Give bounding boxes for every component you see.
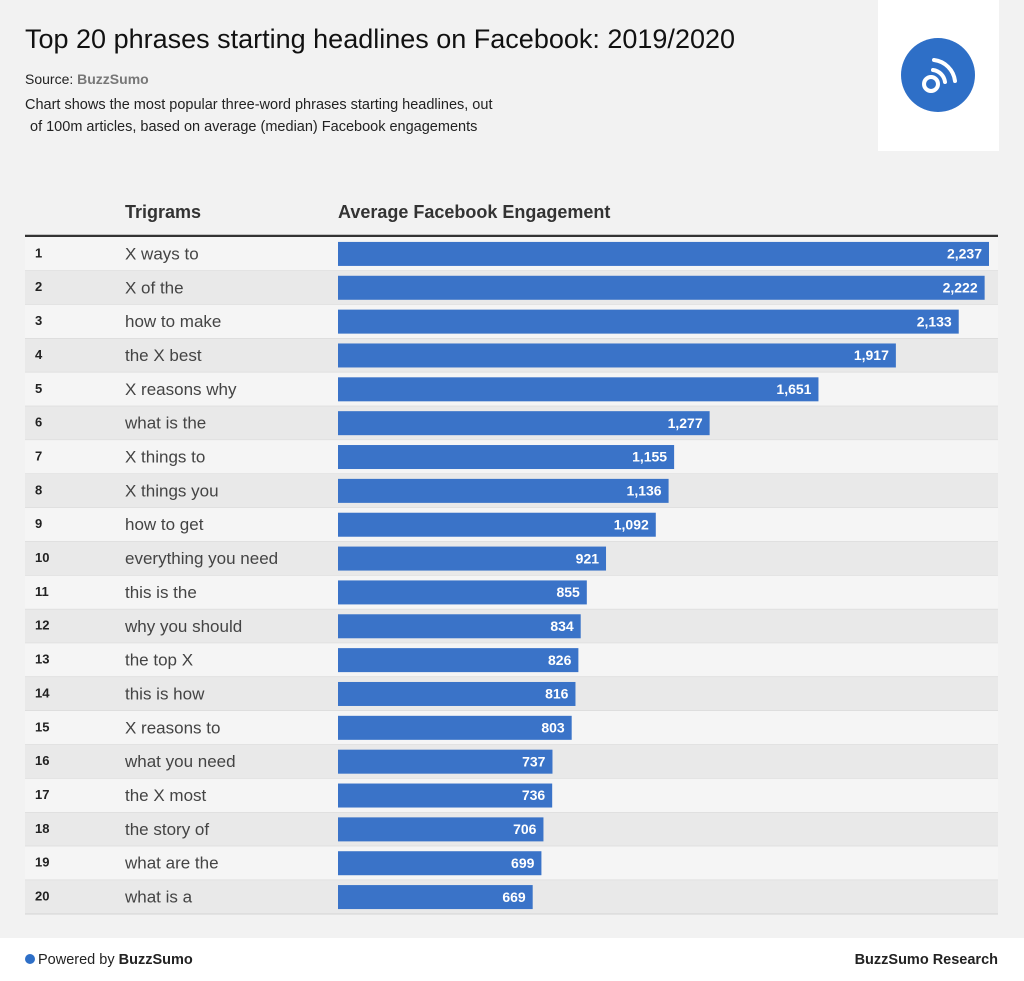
bar	[338, 851, 542, 876]
footer-band	[0, 938, 1024, 981]
bar	[338, 681, 576, 706]
category-label: what is the	[124, 414, 206, 433]
category-label: the story of	[125, 820, 209, 839]
rank: 8	[35, 482, 42, 497]
category-label: the X best	[125, 346, 202, 365]
category-label: X of the	[125, 278, 184, 297]
rank: 4	[35, 347, 43, 362]
bar	[338, 377, 819, 402]
bar	[338, 343, 896, 368]
rank: 17	[35, 787, 49, 802]
bar	[338, 614, 581, 639]
value-label: 834	[550, 618, 574, 634]
bar	[338, 648, 579, 673]
category-label: this is the	[125, 583, 197, 602]
rank: 18	[35, 821, 49, 836]
bar	[338, 783, 553, 808]
column-header: Average Facebook Engagement	[338, 202, 610, 222]
value-label: 2,237	[947, 246, 982, 262]
bar	[338, 817, 544, 842]
value-label: 699	[511, 855, 535, 871]
bar	[338, 512, 656, 537]
value-label: 816	[545, 686, 569, 702]
category-label: X things you	[125, 481, 219, 500]
rank: 3	[35, 313, 42, 328]
value-label: 826	[548, 652, 572, 668]
source: Source: BuzzSumo	[25, 71, 149, 87]
chart-title: Top 20 phrases starting headlines on Fac…	[25, 24, 735, 54]
rank: 20	[35, 889, 49, 904]
category-label: X reasons to	[125, 718, 220, 737]
powered-by: Powered by	[38, 952, 115, 968]
category-label: what is a	[124, 888, 193, 907]
value-label: 1,136	[627, 483, 662, 499]
bar	[338, 749, 553, 774]
rank: 12	[35, 618, 49, 633]
rank: 1	[35, 245, 42, 260]
bar	[338, 445, 675, 470]
value-label: 669	[502, 889, 526, 905]
value-label: 706	[513, 821, 537, 837]
footer-dot	[25, 954, 35, 964]
brand: BuzzSumo	[119, 952, 193, 968]
rank: 6	[35, 415, 42, 430]
rank: 14	[35, 685, 50, 700]
footer-credit: BuzzSumo Research	[855, 952, 998, 968]
value-label: 2,222	[943, 279, 978, 295]
category-label: X ways to	[125, 244, 199, 263]
rank: 19	[35, 855, 49, 870]
value-label: 855	[556, 584, 580, 600]
footer-powered: Powered by BuzzSumo	[38, 952, 193, 968]
bar	[338, 241, 989, 266]
rank: 13	[35, 652, 49, 667]
logo-icon	[901, 38, 975, 112]
category-label: why you should	[124, 617, 242, 636]
rank: 7	[35, 448, 42, 463]
value-label: 1,155	[632, 449, 667, 465]
category-label: how to get	[125, 515, 204, 534]
bar	[338, 580, 587, 605]
bar	[338, 715, 572, 740]
value-label: 737	[522, 753, 546, 769]
rank: 16	[35, 753, 49, 768]
rank: 2	[35, 279, 42, 294]
category-label: the top X	[125, 651, 193, 670]
bar	[338, 411, 710, 436]
bar	[338, 478, 669, 503]
category-label: everything you need	[125, 549, 278, 568]
description: Chart shows the most popular three-word …	[25, 97, 492, 113]
category-label: X things to	[125, 448, 205, 467]
category-label: what are the	[124, 854, 219, 873]
rank: 9	[35, 516, 42, 531]
value-label: 1,092	[614, 516, 649, 532]
value-label: 1,277	[668, 415, 703, 431]
value-label: 803	[541, 720, 565, 736]
rank: 5	[35, 381, 42, 396]
value-label: 921	[576, 550, 600, 566]
source-label: Source:	[25, 71, 73, 87]
bar	[338, 885, 533, 910]
category-label: X reasons why	[125, 380, 237, 399]
category-label: the X most	[125, 786, 207, 805]
bar	[338, 309, 959, 334]
value-label: 736	[522, 787, 546, 803]
rank: 15	[35, 719, 49, 734]
category-label: how to make	[125, 312, 221, 331]
bar	[338, 546, 607, 571]
value-label: 1,917	[854, 347, 889, 363]
description: of 100m articles, based on average (medi…	[30, 119, 477, 135]
rank: 10	[35, 550, 49, 565]
column-header: Trigrams	[125, 202, 201, 222]
category-label: this is how	[125, 684, 205, 703]
source-name: BuzzSumo	[77, 71, 149, 87]
rank: 11	[35, 584, 49, 599]
value-label: 1,651	[776, 381, 811, 397]
value-label: 2,133	[917, 313, 952, 329]
bar	[338, 275, 985, 300]
category-label: what you need	[124, 752, 236, 771]
